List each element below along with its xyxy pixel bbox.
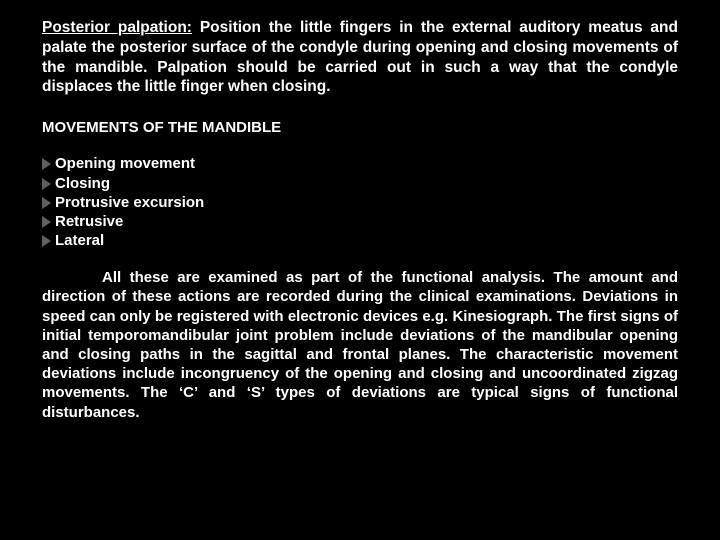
bullet-icon	[42, 197, 51, 209]
bullet-label: Opening movement	[55, 154, 195, 173]
list-item: Retrusive	[42, 212, 678, 231]
bullet-icon	[42, 158, 51, 170]
bullet-icon	[42, 178, 51, 190]
list-item: Lateral	[42, 231, 678, 250]
functional-analysis-paragraph: All these are examined as part of the fu…	[42, 268, 678, 422]
list-item: Opening movement	[42, 154, 678, 173]
posterior-palpation-lead: Posterior palpation:	[42, 19, 192, 36]
movements-bullet-list: Opening movement Closing Protrusive excu…	[42, 154, 678, 250]
bullet-icon	[42, 216, 51, 228]
posterior-palpation-paragraph: Posterior palpation: Position the little…	[42, 18, 678, 97]
movements-heading: MOVEMENTS OF THE MANDIBLE	[42, 119, 678, 136]
bullet-icon	[42, 235, 51, 247]
bullet-label: Closing	[55, 174, 110, 193]
list-item: Closing	[42, 174, 678, 193]
bullet-label: Protrusive excursion	[55, 193, 204, 212]
bullet-label: Retrusive	[55, 212, 123, 231]
list-item: Protrusive excursion	[42, 193, 678, 212]
bullet-label: Lateral	[55, 231, 104, 250]
